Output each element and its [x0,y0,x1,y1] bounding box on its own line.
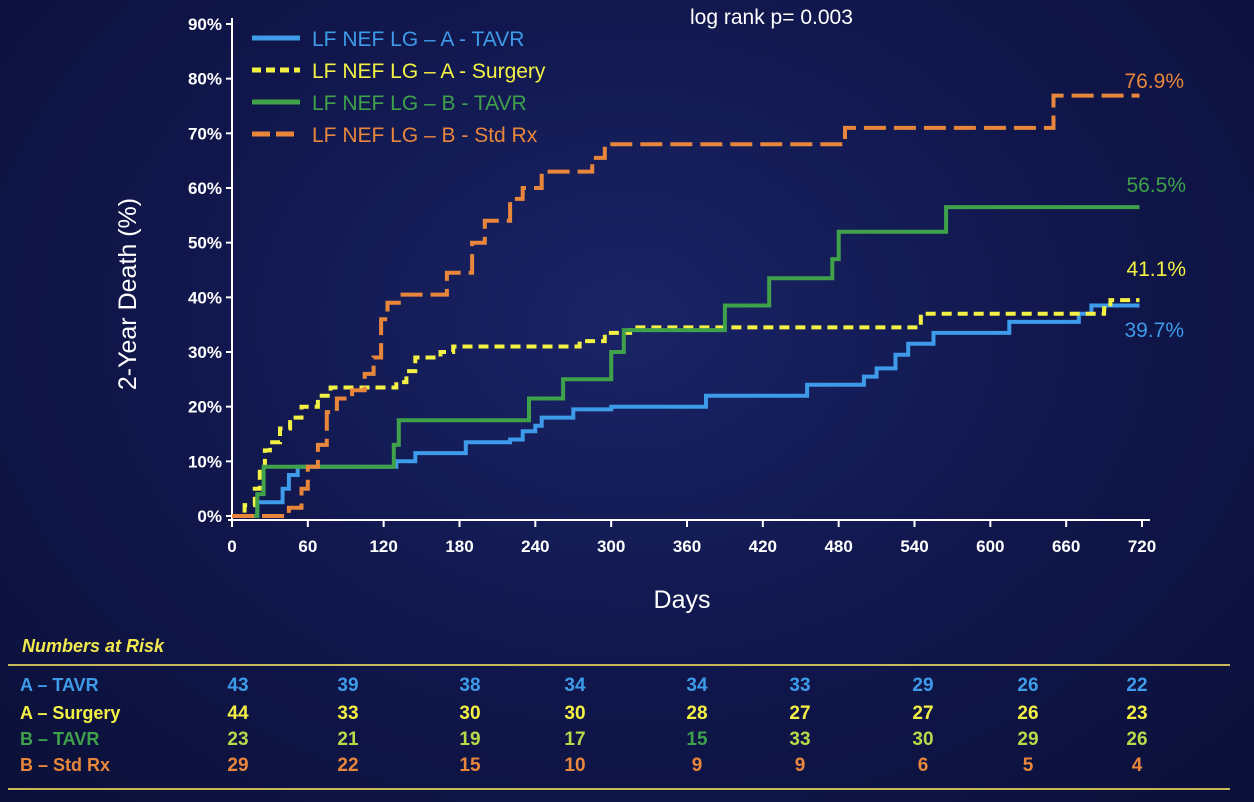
y-tick-label: 80% [188,70,222,89]
risk-table-bottom-rule [8,788,1230,790]
risk-cell: 30 [912,729,934,750]
x-tick-label: 720 [1128,537,1156,556]
y-tick-label: 70% [188,124,222,143]
risk-cell: 9 [794,755,806,776]
y-tick-label: 60% [188,179,222,198]
legend-label-2: LF NEF LG – A - Surgery [312,60,546,83]
x-tick-label: 120 [369,537,397,556]
x-tick-label: 300 [597,537,625,556]
risk-cell: 30 [459,703,481,724]
y-tick-label: 50% [188,234,222,253]
legend-label-4: LF NEF LG – B - Std Rx [312,124,538,147]
risk-cell: 19 [459,729,481,750]
risk-cell: 5 [1022,755,1034,776]
risk-cell: 28 [686,703,708,724]
risk-cell: 43 [227,675,249,696]
log-rank-annotation: log rank p= 0.003 [690,6,853,29]
x-tick-label: 0 [227,537,236,556]
risk-cell: 10 [564,755,586,776]
risk-cell: 33 [789,675,811,696]
risk-cell: 38 [459,675,481,696]
y-tick-label: 40% [188,288,222,307]
risk-cell: 23 [227,729,249,750]
risk-cell: 15 [686,729,708,750]
risk-cell: 33 [789,729,811,750]
series-end-label-3: 56.5% [1126,174,1186,197]
risk-cell: 26 [1126,729,1148,750]
risk-cell: 27 [789,703,811,724]
risk-table-title: Numbers at Risk [22,636,165,656]
risk-cell: 9 [691,755,703,776]
risk-cell: 29 [227,755,249,776]
series-end-label-1: 39.7% [1124,319,1184,342]
series-line-3 [232,205,1140,518]
risk-cell: 34 [564,675,586,696]
risk-row-label: B – TAVR [20,729,100,749]
y-axis-title: 2-Year Death (%) [114,198,142,390]
risk-cell: 29 [1017,729,1039,750]
series-line-1 [232,303,1140,518]
risk-cell: 39 [337,675,359,696]
risk-cell: 21 [337,729,359,750]
risk-cell: 33 [337,703,359,724]
x-tick-label: 240 [521,537,549,556]
risk-cell: 15 [459,755,481,776]
risk-cell: 44 [227,703,249,724]
x-tick-label: 60 [298,537,317,556]
y-tick-label: 10% [188,452,222,471]
x-tick-label: 540 [900,537,928,556]
x-tick-label: 420 [749,537,777,556]
risk-cell: 30 [564,703,586,724]
risk-row: B – Std Rx 29 22 15 10 9 9 6 5 4 [0,755,1254,781]
series-end-label-4: 76.9% [1124,70,1184,93]
risk-cell: 26 [1017,675,1039,696]
x-axis-title: Days [654,586,711,614]
numbers-at-risk-table: Numbers at Risk A – TAVR 43 39 38 34 34 33 29 26… [0,630,1254,802]
x-tick-label: 480 [824,537,852,556]
series-line-4 [232,93,1140,518]
series-end-label-2: 41.1% [1126,258,1186,281]
y-tick-label: 20% [188,398,222,417]
risk-cell: 29 [912,675,934,696]
risk-cell: 17 [564,729,586,750]
x-tick-label: 180 [445,537,473,556]
km-chart: 0 60 120 180 240 300 360 420 480 540 600 660 720 0% 10… [114,6,1186,614]
risk-cell: 22 [1126,675,1148,696]
risk-cell: 27 [912,703,934,724]
risk-row: A – Surgery 44 33 30 30 28 27 27 26 23 [0,703,1254,729]
y-tick-label: 90% [188,15,222,34]
risk-row-label: A – TAVR [20,675,99,695]
x-tick-label: 600 [976,537,1004,556]
risk-row: A – TAVR 43 39 38 34 34 33 29 26 22 [0,675,1254,701]
risk-cell: 34 [686,675,708,696]
risk-cell: 23 [1126,703,1148,724]
risk-table-top-rule [8,664,1230,666]
y-tick-label: 0% [197,507,222,526]
x-tick-label: 660 [1052,537,1080,556]
x-tick-label: 360 [673,537,701,556]
risk-row: B – TAVR 23 21 19 17 15 33 30 29 26 [0,729,1254,755]
legend-label-3: LF NEF LG – B - TAVR [312,92,527,115]
risk-row-label: A – Surgery [20,703,121,723]
y-tick-label: 30% [188,343,222,362]
legend-label-1: LF NEF LG – A - TAVR [312,28,524,51]
risk-cell: 4 [1131,755,1143,776]
risk-row-label: B – Std Rx [20,755,111,775]
risk-cell: 22 [337,755,359,776]
risk-cell: 26 [1017,703,1039,724]
risk-cell: 6 [917,755,929,776]
